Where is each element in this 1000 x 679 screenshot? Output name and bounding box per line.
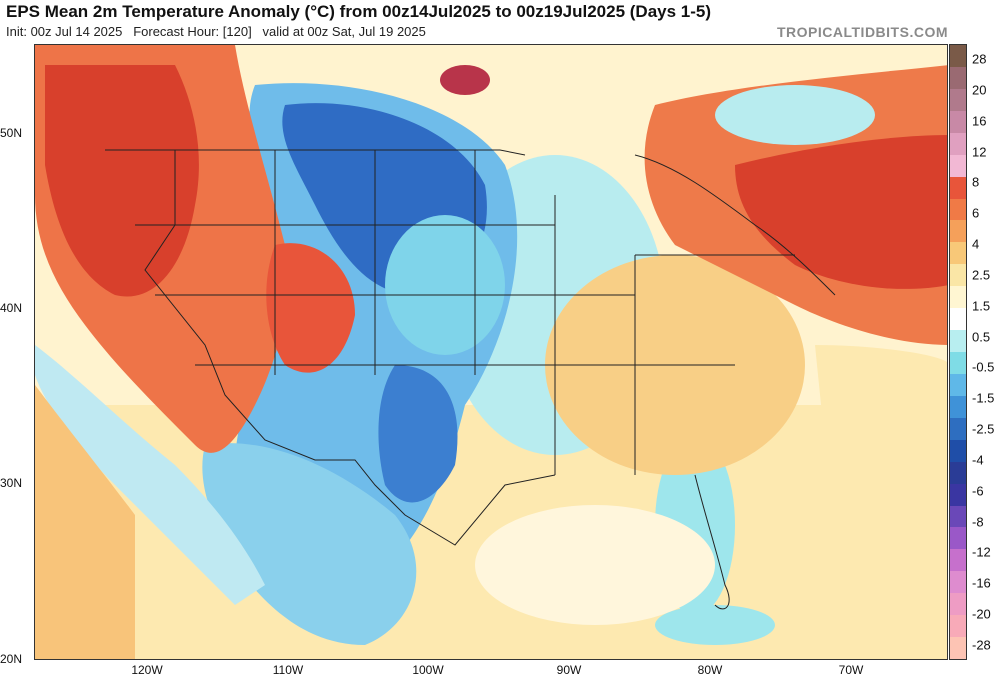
colorbar-cell xyxy=(950,417,966,441)
canada-hotspot xyxy=(440,65,490,95)
colorbar-label: -0.5 xyxy=(972,359,995,375)
colorbar-label: 0.5 xyxy=(972,329,991,345)
colorbar-label: 16 xyxy=(972,113,987,129)
southern-border xyxy=(144,150,556,546)
colorbar-cell xyxy=(950,330,966,353)
colorado-warm-region xyxy=(266,243,355,373)
colorbar-label: 8 xyxy=(972,174,980,190)
lon-label-80w: 80W xyxy=(697,663,723,677)
lat-label-20n: 20N xyxy=(0,652,23,666)
colorbar-label: -28 xyxy=(972,637,991,653)
colorbar-cell xyxy=(950,439,966,463)
kansas-cool-region xyxy=(385,215,505,355)
us-canada-border xyxy=(105,149,526,156)
colorbar-cell xyxy=(950,483,966,506)
colorbar-label: 2.5 xyxy=(972,267,991,283)
colorbar-cell xyxy=(950,308,966,331)
colorbar-cell xyxy=(950,527,966,550)
colorbar-cell xyxy=(950,198,966,221)
lat-label-40n: 40N xyxy=(0,301,23,315)
map-title: EPS Mean 2m Temperature Anomaly (°C) fro… xyxy=(6,2,712,21)
great-lakes-outline xyxy=(634,154,836,296)
lat-label-30n: 30N xyxy=(0,476,23,490)
colorbar-cell xyxy=(950,637,966,660)
colorbar-cell xyxy=(950,615,966,638)
caribbean-cool-region xyxy=(655,605,775,645)
colorbar-label: -20 xyxy=(972,606,991,622)
florida-outline xyxy=(694,474,730,610)
lon-label-70w: 70W xyxy=(838,663,864,677)
colorbar-label: -6 xyxy=(972,483,984,499)
colorbar-label: 28 xyxy=(972,51,987,67)
pacific-warm-region xyxy=(35,385,135,659)
colorbar-cell xyxy=(950,352,966,375)
colorbar-label: 1.5 xyxy=(972,298,991,314)
texas-strong-cool xyxy=(378,365,458,503)
colorbar-cell xyxy=(950,571,966,594)
colorbar-cell xyxy=(950,132,966,156)
boundary-lines xyxy=(105,149,836,610)
colorbar-label: -12 xyxy=(972,544,991,560)
site-watermark[interactable]: TROPICALTIDBITS.COM xyxy=(776,24,948,40)
colorbar-cell xyxy=(950,461,966,485)
colorbar-label: 4 xyxy=(972,236,980,252)
colorbar-cell xyxy=(950,286,966,309)
map-canvas xyxy=(35,45,947,659)
colorbar-label: -4 xyxy=(972,452,984,468)
colorbar-label: -1.5 xyxy=(972,390,995,406)
map-subtitle: Init: 00z Jul 14 2025 Forecast Hour: [12… xyxy=(6,24,426,39)
anomaly-map[interactable] xyxy=(34,44,948,660)
colorbar-cell xyxy=(950,373,966,397)
colorbar-cell xyxy=(950,264,966,287)
colorbar-cell xyxy=(950,110,966,134)
colorbar-label: -8 xyxy=(972,514,984,530)
state-lines-horizontal xyxy=(135,224,795,366)
gulf-region xyxy=(475,505,715,625)
lat-label-50n: 50N xyxy=(0,126,23,140)
colorbar-cell xyxy=(950,220,966,243)
mexico-cool-region xyxy=(202,443,417,645)
pacific-northwest-strong-warm xyxy=(45,65,199,297)
colorbar xyxy=(949,44,967,660)
colorbar-cell xyxy=(950,88,966,112)
baja-coast-cool xyxy=(35,345,265,605)
atlantic-warm-region xyxy=(815,345,947,659)
lon-label-120w: 120W xyxy=(131,663,163,677)
hudson-cool-region xyxy=(715,85,875,145)
colorbar-cell xyxy=(950,45,966,68)
colorbar-label: -16 xyxy=(972,575,991,591)
colorbar-cell xyxy=(950,395,966,419)
lon-label-90w: 90W xyxy=(556,663,582,677)
colorbar-cell xyxy=(950,549,966,572)
colorbar-cell xyxy=(950,593,966,616)
colorbar-label: 6 xyxy=(972,205,980,221)
lon-label-100w: 100W xyxy=(412,663,444,677)
colorbar-cell xyxy=(950,242,966,265)
colorbar-label: 20 xyxy=(972,82,987,98)
state-lines-vertical xyxy=(274,150,636,475)
colorbar-cell xyxy=(950,66,966,90)
colorbar-cell xyxy=(950,154,966,178)
colorbar-label: 12 xyxy=(972,144,987,160)
colorbar-cell xyxy=(950,505,966,528)
colorbar-cell xyxy=(950,176,966,199)
colorbar-label: -2.5 xyxy=(972,421,995,437)
lon-label-110w: 110W xyxy=(272,663,304,677)
